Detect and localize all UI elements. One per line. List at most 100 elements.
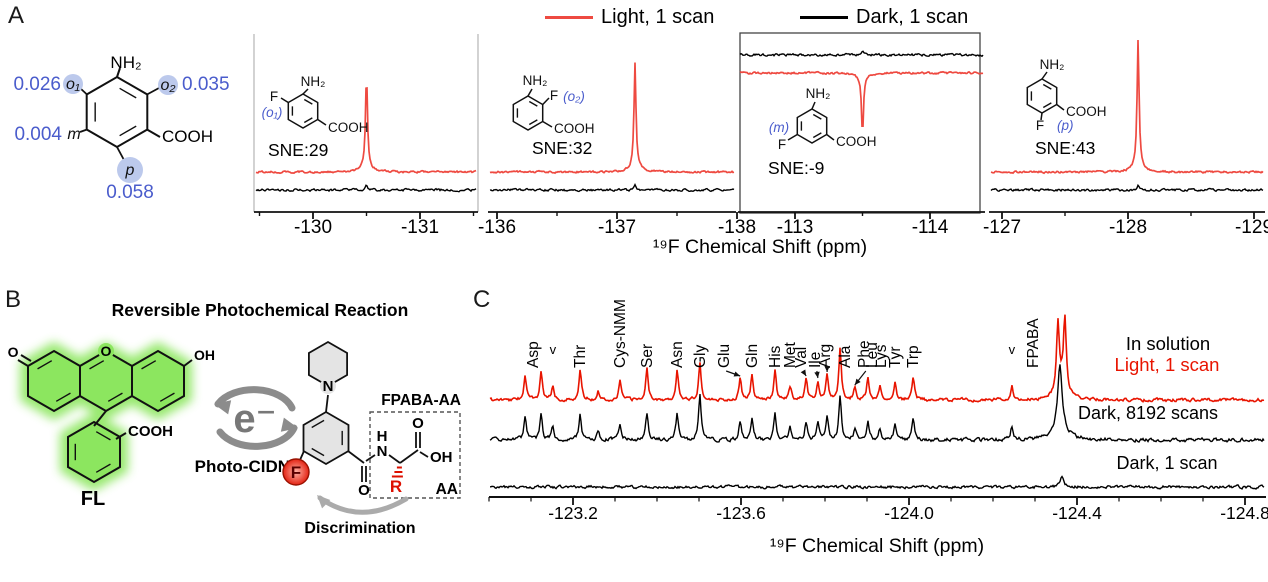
polarization-value-m: 0.004 [14, 124, 62, 145]
photo-cidnp-label: Photo-CIDNP [195, 457, 302, 476]
double-bond [119, 125, 137, 137]
double-bond [89, 360, 105, 370]
annotation-light-1scan: Light, 1 scan [1115, 354, 1220, 375]
bond-position-2 [79, 128, 88, 133]
double-bond [1042, 83, 1052, 90]
double-bond [303, 117, 313, 124]
double-bond [141, 360, 157, 370]
sne-value: SNE:-9 [768, 158, 824, 178]
annotation-dark-8192scans: Dark, 8192 scans [1078, 403, 1218, 423]
discrimination-label: Discrimination [304, 520, 415, 537]
trace-dark-1scan [490, 475, 1265, 490]
highlight-circle-p [117, 157, 143, 183]
polarization-value-o₁: 0.026 [13, 74, 61, 95]
amino-acid-screen-chart: -123.2 -123.6 -124.0 -124.4 -124.8 ¹⁹F Chemic… [488, 299, 1268, 557]
polarization-value-o₂: 0.035 [182, 74, 230, 95]
o-mask [98, 343, 114, 359]
inset-cooh-label: COOH [328, 120, 369, 135]
labeled-fpaba-molecule-figure: NH₂ COOH o₁ 0.026 o₂ 0.035 m 0.004 p 0.058 [13, 53, 230, 203]
inset-nh2-label: NH₂ [1040, 57, 1065, 72]
aa-dashed-box [369, 411, 461, 499]
f-atom-circle [282, 458, 310, 486]
inset-bond-f [280, 97, 289, 104]
ca-cooh-bond [399, 449, 419, 464]
peak-label-Leu: Leu [864, 342, 881, 368]
discrimination-arrow-head [317, 495, 331, 509]
axis-tick-label: -129 [1235, 217, 1268, 238]
panel-a-axis-title: ¹⁹F Chemical Shift (ppm) [652, 236, 868, 258]
legend-dark-label: Dark, 1 scan [856, 6, 969, 28]
panel-c-label: C [473, 286, 491, 313]
inset-f-label: F [778, 137, 786, 152]
nmr-trace-light [739, 70, 984, 128]
impurity-marker: v [1009, 342, 1016, 357]
peak-label-Ser: Ser [639, 344, 656, 368]
fl-cooh-label: COOH [128, 423, 173, 440]
inset-benzene-ring [512, 95, 544, 131]
inset-bond-cooh [826, 133, 835, 141]
inset-site-label: (p) [1057, 118, 1074, 133]
bond-cooh [146, 128, 161, 138]
axis-tick-label: -124.0 [884, 503, 934, 523]
inset-f-label: F [270, 89, 278, 104]
peak-arrowhead-Arg [824, 366, 830, 372]
cycle-arrow-top-head [214, 400, 232, 415]
peak-label-Gly: Gly [692, 345, 709, 369]
spectrum-panel-m: -113 -114 NH₂ (m) F COOH SNE:-9 [738, 32, 985, 238]
nmr-trace-dark [489, 182, 735, 193]
peak-label-Glu: Glu [716, 344, 733, 368]
ketone-o-label: O [8, 344, 19, 360]
inset-bond-nh2 [527, 88, 533, 97]
cycle-arrow-bottom [216, 424, 298, 450]
f-bond [299, 450, 305, 461]
site-label-o₂: o₂ [161, 77, 176, 94]
oh-label: OH [194, 347, 215, 363]
aa-label: AA [436, 481, 458, 498]
r-group-label: R [390, 477, 402, 496]
panel-b-label: B [5, 286, 22, 313]
bond-nh2 [116, 67, 121, 78]
axis-tick-label: -123.2 [548, 503, 598, 523]
peak-arrowhead-Val [800, 369, 807, 376]
axis-tick-label: -113 [777, 217, 814, 238]
c-n-bond [365, 454, 376, 462]
acid-oh-bond [419, 451, 429, 458]
sne-value: SNE:43 [1035, 138, 1095, 158]
inset-cooh-label: COOH [1066, 104, 1107, 119]
axis-tick-label: -127 [983, 217, 1021, 238]
inset-nh2-label: NH₂ [301, 74, 326, 89]
bond-position-3 [116, 146, 125, 161]
peak-label-Arg: Arg [817, 344, 834, 368]
peak-label-Tyr: Tyr [887, 346, 904, 368]
double-bond [159, 392, 175, 402]
nh2-label: NH₂ [110, 53, 141, 72]
oh-bond [183, 359, 193, 367]
axis-tick-label: -124.4 [1052, 503, 1102, 523]
amide-n-label: N [377, 443, 388, 460]
aryl-carbonyl-bond [347, 450, 365, 464]
inset-benzene-ring [287, 93, 319, 129]
nmr-trace-light [489, 62, 735, 175]
axis-tick-label: -128 [1109, 217, 1147, 238]
double-bond [95, 431, 111, 441]
acid-oh-label: OH [430, 449, 453, 466]
sne-value: SNE:32 [532, 138, 592, 158]
peak-label-Gln: Gln [744, 344, 761, 368]
double-bond [1042, 102, 1052, 109]
axis-tick-label: -131 [401, 217, 439, 238]
polarization-value-p: 0.058 [106, 182, 154, 203]
amide-h-label: H [377, 428, 388, 445]
n-mask [320, 378, 336, 394]
inset-bond-nh2 [302, 88, 309, 95]
peak-arrowhead-Phe [854, 378, 861, 385]
bond-position-1 [146, 87, 160, 96]
inset-bond-nh2 [1041, 71, 1048, 80]
peak-label-Val: Val [793, 347, 810, 368]
fl-name: FL [81, 488, 105, 510]
peak-arrowhead-Glu [733, 371, 741, 377]
fpaba-aa-label: FPABA-AA [381, 392, 461, 409]
peak-label-Phe: Phe [856, 340, 873, 368]
annotation-in-solution: In solution [1126, 333, 1210, 354]
